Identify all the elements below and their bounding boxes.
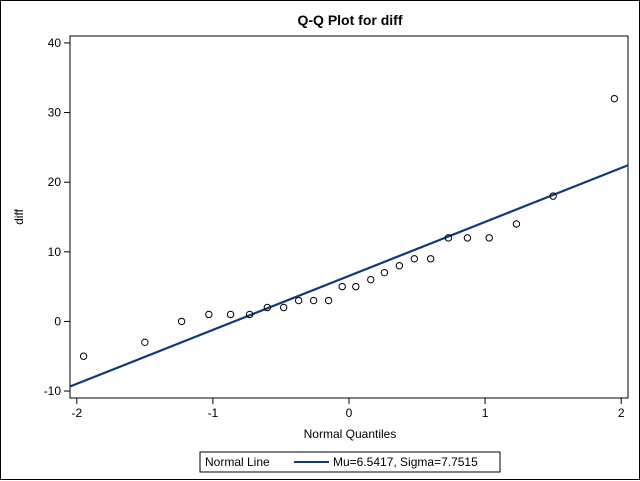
data-point <box>380 268 389 277</box>
data-point <box>205 310 213 319</box>
legend-box <box>199 451 501 473</box>
data-point <box>79 352 88 360</box>
data-point <box>395 262 404 270</box>
y-tick-label: 30 <box>48 106 62 120</box>
y-tick-label: 0 <box>54 314 61 328</box>
y-tick-label: 20 <box>48 175 62 189</box>
data-point <box>485 234 493 242</box>
normal-line <box>69 164 629 388</box>
data-point <box>463 234 472 242</box>
data-point <box>512 220 521 228</box>
y-axis: -10 0 10 20 30 40 <box>44 36 70 398</box>
data-point <box>309 296 318 305</box>
data-point <box>338 282 346 291</box>
data-point <box>426 255 435 263</box>
x-tick-label: 1 <box>482 406 489 420</box>
data-point <box>410 255 419 263</box>
chart-title: Q-Q Plot for diff <box>298 12 403 28</box>
x-tick-label: -2 <box>71 406 82 420</box>
x-tick-label: -1 <box>208 406 219 420</box>
data-point <box>141 338 149 347</box>
x-axis: -2 -1 0 1 2 <box>71 398 625 420</box>
data-point <box>279 303 288 312</box>
data-point <box>245 310 254 319</box>
data-point <box>324 296 333 305</box>
data-point <box>367 275 375 284</box>
data-point <box>263 303 272 312</box>
data-point <box>549 192 557 200</box>
x-tick-label: 2 <box>618 406 625 420</box>
data-point <box>177 317 186 326</box>
legend-label: Normal Line <box>205 455 270 469</box>
y-tick-label: 10 <box>48 245 62 259</box>
plot-area <box>69 35 629 399</box>
data-point <box>294 296 303 305</box>
y-tick-label: 40 <box>48 36 62 50</box>
y-tick-label: -10 <box>44 384 62 398</box>
normal-reference-line <box>69 164 629 388</box>
x-axis-label: Normal Quantiles <box>304 427 397 441</box>
data-point <box>352 282 360 291</box>
y-axis-label: diff <box>12 208 26 224</box>
x-tick-label: 0 <box>346 406 353 420</box>
data-points <box>79 94 619 360</box>
data-point <box>226 310 235 319</box>
data-point <box>610 94 619 103</box>
legend-description: Mu=6.5417, Sigma=7.7515 <box>333 455 478 469</box>
data-point <box>444 234 453 242</box>
legend: Normal Line Mu=6.5417, Sigma=7.7515 <box>199 451 501 473</box>
